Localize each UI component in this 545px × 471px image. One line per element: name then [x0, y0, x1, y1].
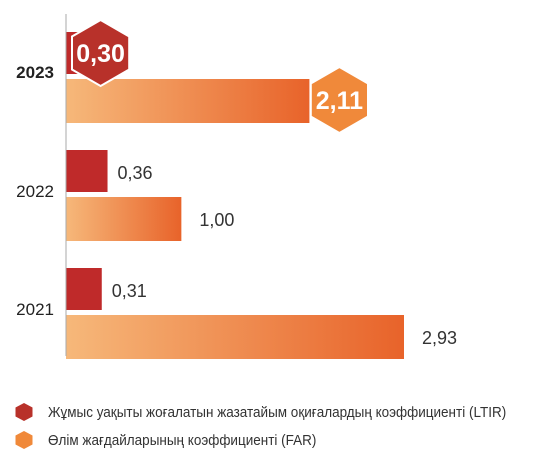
legend-label-ltir: Жұмыс уақыты жоғалатын жазатайым оқиғала… — [48, 403, 507, 421]
far-bar-2022 — [66, 197, 182, 241]
ltir-value-label-2021: 0,31 — [112, 281, 147, 301]
legend-label-far: Өлім жағдайларының коэффициенті (FAR) — [48, 431, 317, 449]
ltir-bar-2022 — [66, 150, 108, 192]
ltir-value-label-2023: 0,30 — [76, 40, 125, 68]
bar-chart: 2023 0,30 2,11 2022 0,36 1,00 2021 0,31 2,93 — [16, 14, 457, 359]
legend-item-far: Өлім жағдайларының коэффициенті (FAR) — [14, 426, 545, 454]
legend-item-ltir: Жұмыс уақыты жоғалатын жазатайым оқиғала… — [14, 398, 545, 426]
ltir-value-badge-2023 — [71, 18, 131, 88]
category-label-2023: 2023 — [16, 63, 54, 82]
hexagon-icon — [15, 431, 33, 449]
ltir-bar-2021 — [66, 268, 102, 310]
category-label-2021: 2021 — [16, 300, 54, 319]
ltir-value-label-2022: 0,36 — [118, 163, 153, 183]
far-bar-2021 — [66, 315, 404, 359]
legend: Жұмыс уақыты жоғалатын жазатайым оқиғала… — [14, 398, 545, 454]
far-value-label-2022: 1,00 — [199, 210, 234, 230]
hexagon-icon — [15, 403, 33, 421]
far-value-label-2021: 2,93 — [422, 328, 457, 348]
far-value-badge-2023 — [309, 65, 369, 135]
far-value-label-2023: 2,11 — [316, 87, 363, 115]
far-bar-2023 — [66, 79, 310, 123]
category-label-2022: 2022 — [16, 182, 54, 201]
